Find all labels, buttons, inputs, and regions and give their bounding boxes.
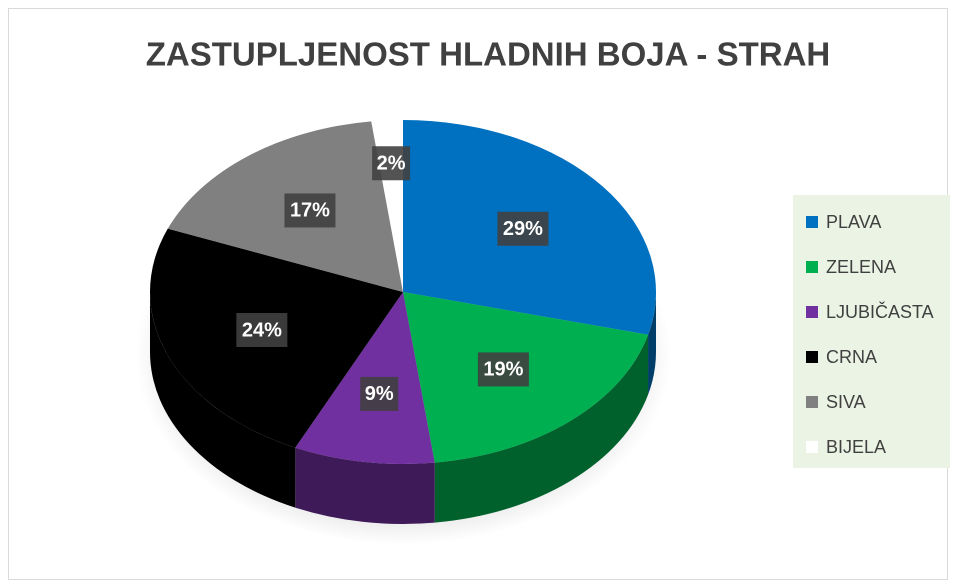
pie-slice-side [434, 334, 649, 523]
data-label: 9% [365, 383, 394, 405]
pie-slice-side [150, 292, 296, 508]
label-bg [477, 352, 529, 387]
data-label: 2% [377, 153, 406, 175]
legend-label: PLAVA [826, 212, 881, 232]
legend-swatch [806, 351, 818, 363]
label-bg [236, 312, 288, 347]
label-bg [497, 211, 549, 246]
data-label: 24% [242, 319, 282, 341]
legend-label: CRNA [826, 347, 877, 367]
label-bg [360, 376, 399, 411]
legend-swatch [806, 441, 818, 453]
legend-box [793, 195, 950, 468]
legend-swatch [806, 396, 818, 408]
pie-slice-side [295, 447, 435, 524]
legend-label: SIVA [826, 392, 866, 412]
chart-title: ZASTUPLJENOST HLADNIH BOJA - STRAH [146, 36, 830, 73]
pie-slice-side [648, 292, 656, 395]
label-bg [372, 146, 411, 181]
data-label: 19% [483, 359, 523, 381]
legend-label: LJUBIČASTA [826, 301, 934, 322]
data-label: 17% [290, 200, 330, 222]
legend-label: BIJELA [826, 437, 886, 457]
data-label: 29% [503, 218, 543, 240]
legend-label: ZELENA [826, 257, 896, 277]
label-bg [284, 193, 336, 228]
legend-swatch [806, 306, 818, 318]
legend-swatch [806, 261, 818, 273]
legend-swatch [806, 216, 818, 228]
